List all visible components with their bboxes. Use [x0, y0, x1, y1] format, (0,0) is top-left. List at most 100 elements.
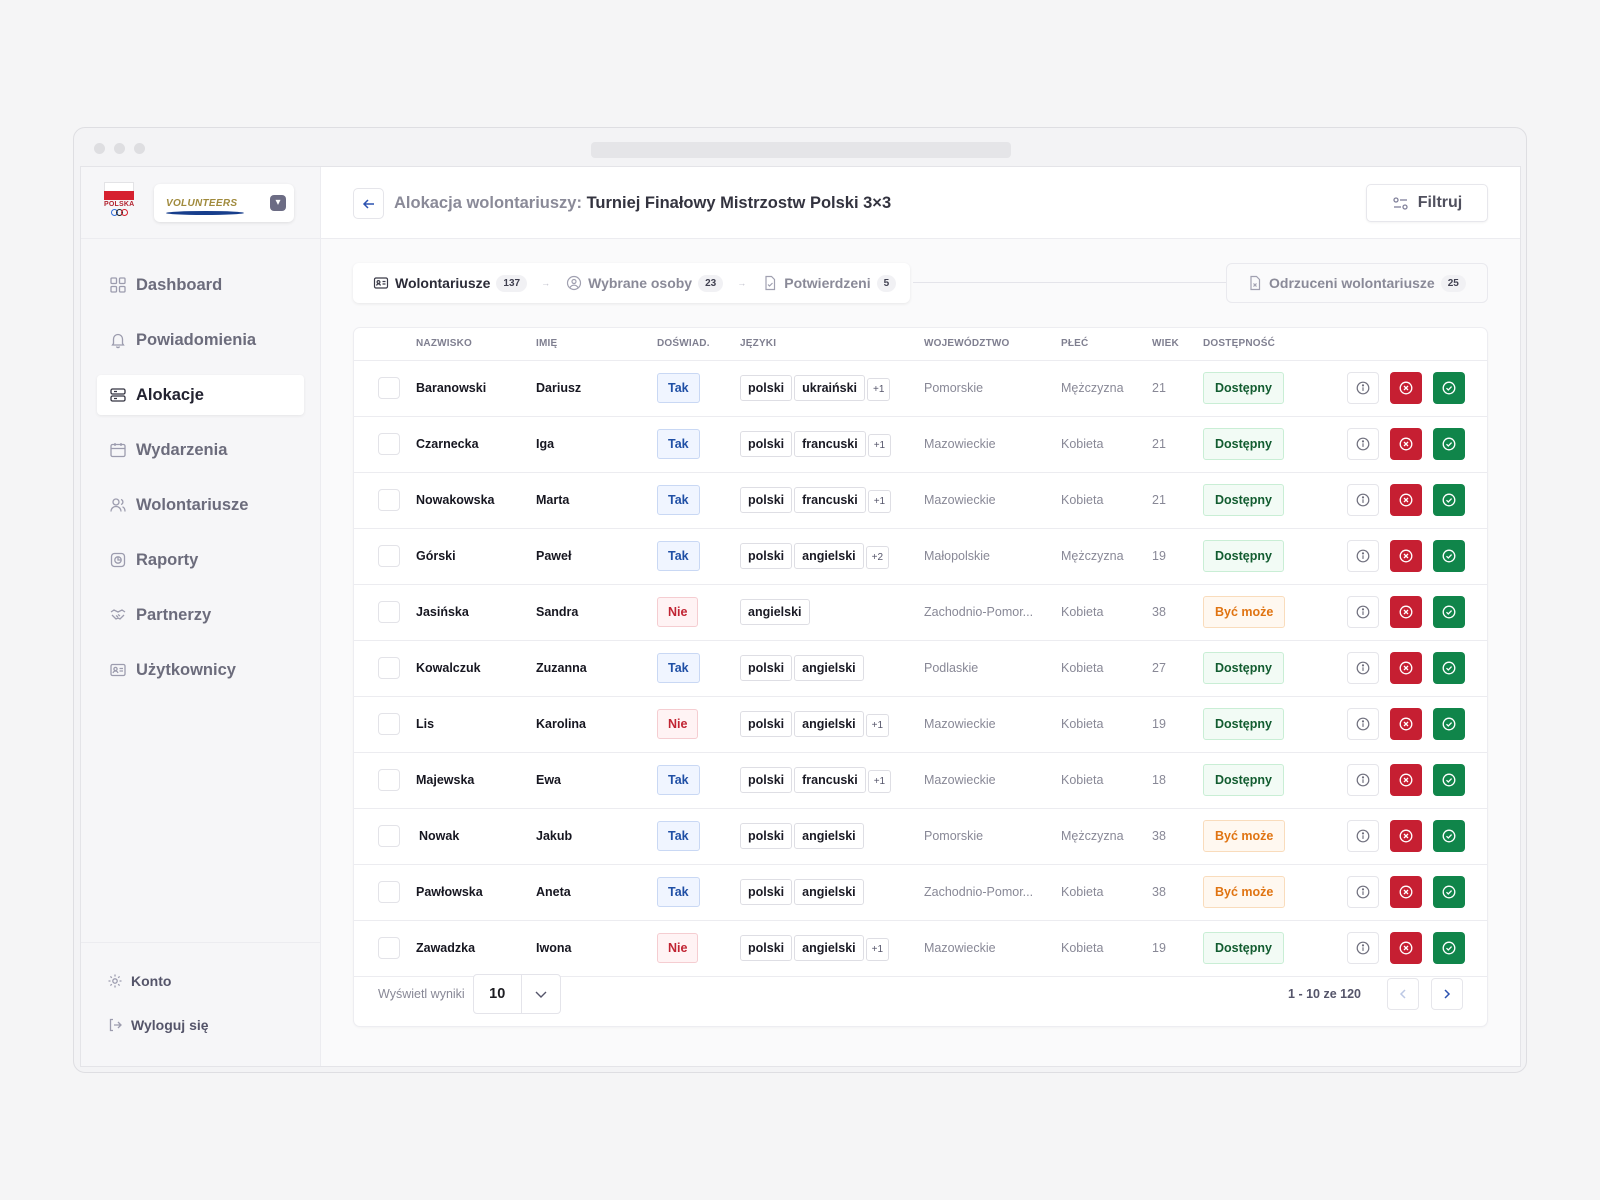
reject-button[interactable] — [1390, 596, 1422, 628]
experience-badge: Nie — [657, 933, 699, 963]
close-circle-icon — [1399, 549, 1413, 563]
reject-button[interactable] — [1390, 484, 1422, 516]
more-languages-badge[interactable]: +1 — [867, 378, 891, 401]
surname-cell: Nowakowska — [416, 472, 536, 529]
sidebar-item-wolontariusze[interactable]: Wolontariusze — [97, 485, 304, 525]
back-button[interactable] — [353, 188, 384, 219]
reject-button[interactable] — [1390, 764, 1422, 796]
first-name-cell: Zuzanna — [536, 640, 657, 697]
page-size-select[interactable]: 10 — [472, 974, 561, 1014]
surname-cell: Kowalczuk — [416, 640, 536, 697]
first-name-cell: Paweł — [536, 528, 657, 585]
experience-badge: Tak — [657, 765, 700, 795]
address-bar[interactable] — [591, 142, 1011, 158]
language-tag: polski — [740, 655, 793, 681]
availability-cell: Dostępny — [1203, 416, 1323, 473]
row-checkbox[interactable] — [378, 657, 400, 679]
row-checkbox[interactable] — [378, 825, 400, 847]
account-link[interactable]: Konto — [107, 971, 320, 991]
row-checkbox[interactable] — [378, 769, 400, 791]
reject-button[interactable] — [1390, 932, 1422, 964]
sidebar-item-u-ytkownicy[interactable]: Użytkownicy — [97, 650, 304, 690]
chevron-down-icon[interactable] — [522, 975, 560, 1013]
sidebar-item-partnerzy[interactable]: Partnerzy — [97, 595, 304, 635]
bell-icon — [111, 333, 125, 349]
info-button[interactable] — [1347, 764, 1379, 796]
row-checkbox[interactable] — [378, 881, 400, 903]
row-checkbox[interactable] — [378, 377, 400, 399]
accept-button[interactable] — [1433, 820, 1465, 852]
accept-button[interactable] — [1433, 764, 1465, 796]
info-button[interactable] — [1347, 708, 1379, 740]
tab-potwierdzeni[interactable]: Potwierdzeni 5 — [762, 274, 897, 292]
info-button[interactable] — [1347, 596, 1379, 628]
chevron-down-icon[interactable]: ▾ — [270, 195, 286, 211]
tab-rejected-volunteers[interactable]: Odrzuceni wolontariusze 25 — [1226, 263, 1488, 303]
sidebar-item-dashboard[interactable]: Dashboard — [97, 265, 304, 305]
row-checkbox[interactable] — [378, 601, 400, 623]
reject-button[interactable] — [1390, 372, 1422, 404]
info-button[interactable] — [1347, 652, 1379, 684]
info-button[interactable] — [1347, 540, 1379, 572]
more-languages-badge[interactable]: +1 — [867, 770, 892, 793]
language-tag: francuski — [794, 487, 866, 513]
info-button[interactable] — [1347, 372, 1379, 404]
accept-button[interactable] — [1433, 932, 1465, 964]
accept-button[interactable] — [1433, 708, 1465, 740]
reject-button[interactable] — [1390, 820, 1422, 852]
table-row: Baranowski Dariusz Tak polski ukraiński +1 Pom… — [354, 360, 1487, 417]
info-button[interactable] — [1347, 820, 1379, 852]
reject-button[interactable] — [1390, 876, 1422, 908]
info-button[interactable] — [1347, 876, 1379, 908]
accept-button[interactable] — [1433, 372, 1465, 404]
info-icon — [1356, 829, 1370, 843]
language-tag: polski — [740, 767, 793, 793]
organization-select[interactable]: VOLUNTEERS ▾ — [154, 184, 294, 222]
file-check-icon — [765, 275, 776, 291]
accept-button[interactable] — [1433, 596, 1465, 628]
prev-page-button[interactable] — [1387, 978, 1419, 1010]
tab-wolontariusze[interactable]: Wolontariusze 137 — [373, 274, 528, 292]
logout-link[interactable]: Wyloguj się — [107, 1015, 320, 1035]
reject-button[interactable] — [1390, 428, 1422, 460]
info-button[interactable] — [1347, 484, 1379, 516]
row-checkbox[interactable] — [378, 713, 400, 735]
language-tag: polski — [740, 375, 793, 401]
more-languages-badge[interactable]: +1 — [865, 714, 890, 737]
more-languages-badge[interactable]: +1 — [867, 434, 892, 457]
row-checkbox[interactable] — [378, 545, 400, 567]
accept-button[interactable] — [1433, 484, 1465, 516]
actions-cell — [1323, 472, 1487, 529]
first-name-cell: Dariusz — [536, 360, 657, 417]
reject-button[interactable] — [1390, 652, 1422, 684]
sidebar-item-alokacje[interactable]: Alokacje — [97, 375, 304, 415]
accept-button[interactable] — [1433, 652, 1465, 684]
age-cell: 38 — [1152, 584, 1203, 641]
more-languages-badge[interactable]: +1 — [867, 490, 892, 513]
tab-wybrane-osoby[interactable]: Wybrane osoby 23 — [566, 274, 724, 292]
accept-button[interactable] — [1433, 876, 1465, 908]
accept-button[interactable] — [1433, 540, 1465, 572]
row-checkbox[interactable] — [378, 937, 400, 959]
sidebar-item-powiadomienia[interactable]: Powiadomienia — [97, 320, 304, 360]
info-button[interactable] — [1347, 428, 1379, 460]
info-button[interactable] — [1347, 932, 1379, 964]
next-page-button[interactable] — [1431, 978, 1463, 1010]
rejected-count: 25 — [1440, 274, 1466, 292]
surname-cell: Zawadzka — [416, 920, 536, 977]
experience-cell: Tak — [657, 528, 740, 585]
row-checkbox[interactable] — [378, 489, 400, 511]
more-languages-badge[interactable]: +1 — [865, 938, 890, 961]
row-checkbox[interactable] — [378, 433, 400, 455]
reject-button[interactable] — [1390, 708, 1422, 740]
tabs-row: Wolontariusze 137 → Wybrane osoby 23 → Potwier… — [353, 263, 1488, 303]
sidebar-item-wydarzenia[interactable]: Wydarzenia — [97, 430, 304, 470]
select-cell — [354, 416, 416, 473]
region-cell: Pomorskie — [924, 360, 1061, 417]
sidebar-item-raporty[interactable]: Raporty — [97, 540, 304, 580]
accept-button[interactable] — [1433, 428, 1465, 460]
reject-button[interactable] — [1390, 540, 1422, 572]
column-header: WIEK — [1152, 328, 1203, 361]
filter-button[interactable]: Filtruj — [1366, 184, 1488, 222]
more-languages-badge[interactable]: +2 — [865, 546, 890, 569]
